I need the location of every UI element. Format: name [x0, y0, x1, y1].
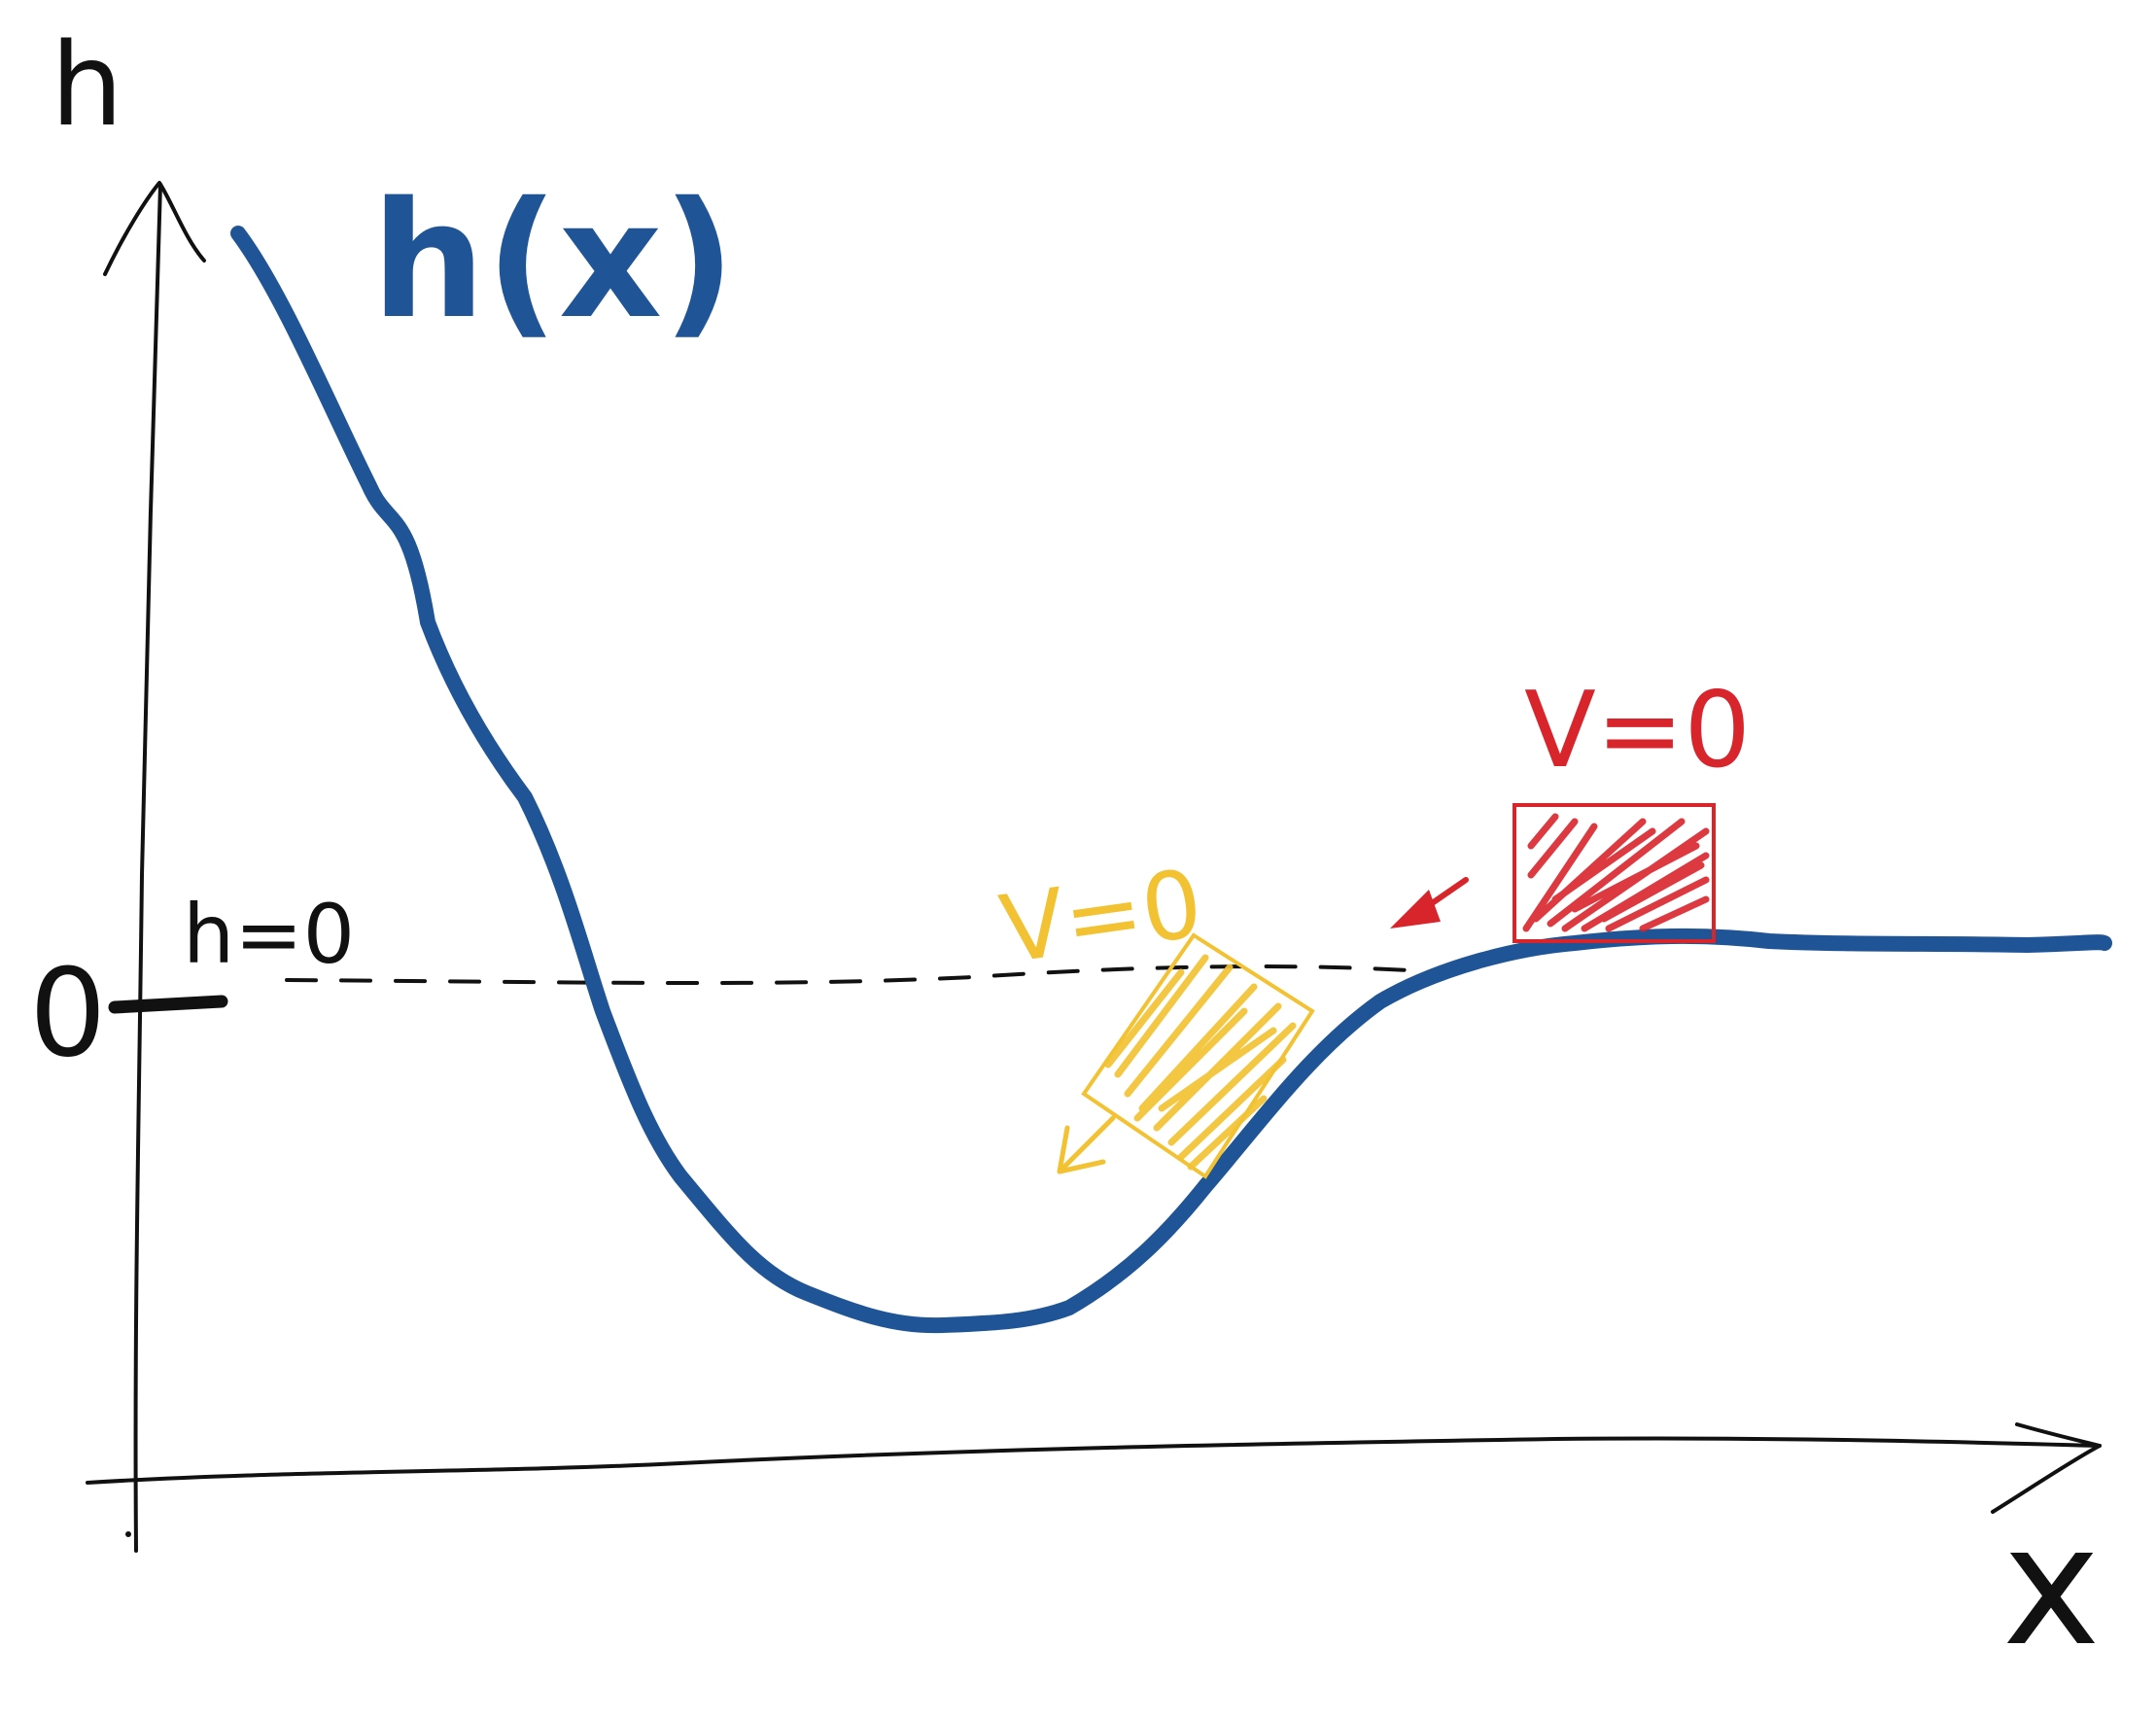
yellow-block-fill [1104, 954, 1297, 1171]
red-velocity-label: V=0 [1524, 670, 1751, 791]
x-axis-line [86, 1436, 2102, 1485]
yellow-block [1081, 932, 1315, 1179]
red-motion-arrow-icon [1390, 877, 1469, 929]
yellow-velocity-label: V=0 [994, 849, 1209, 985]
curve-label: h(x) [371, 167, 736, 354]
x-axis-label: x [2002, 1490, 2101, 1683]
zero-level-label: h=0 [183, 887, 355, 982]
y-axis-arrow-icon [103, 181, 206, 276]
zero-tick-mark [108, 995, 228, 1014]
x-axis-arrow-icon [1991, 1422, 2102, 1514]
origin-dot [125, 1531, 131, 1537]
height-curve [230, 226, 2112, 1334]
zero-level-dashed-line [285, 964, 1411, 986]
y-axis-label: h [51, 18, 123, 152]
y-axis-line [133, 183, 162, 1553]
red-block-fill [1522, 813, 1710, 932]
yellow-motion-arrow-icon [1057, 1115, 1116, 1174]
zero-tick-label: 0 [29, 943, 107, 1084]
red-block [1513, 803, 1716, 943]
